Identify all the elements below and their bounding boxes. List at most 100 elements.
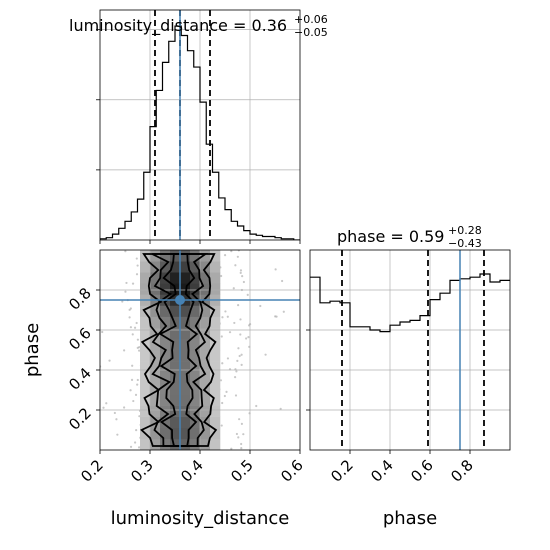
density-cell (190, 261, 201, 273)
scatter-point (128, 308, 131, 311)
density-cell (210, 427, 221, 440)
density-cell (200, 405, 211, 417)
density-cell (180, 272, 191, 284)
density-cell (140, 438, 151, 450)
density-cell (210, 405, 221, 417)
density-cell (210, 383, 221, 395)
density-cell (170, 338, 181, 351)
joint-truth-point (175, 295, 185, 305)
phase-title: phase = 0.59 (337, 227, 444, 246)
marginal-phase-panel: 0.2 0.4 0.6 0.8 phase = 0.59 +0.28 −0.43 ph… (306, 224, 511, 529)
joint-xtick-label: 0.6 (277, 456, 307, 486)
phase-lower-error: −0.43 (448, 237, 482, 250)
scatter-point (101, 330, 104, 334)
scatter-point (234, 264, 237, 267)
scatter-point (128, 316, 131, 319)
scatter-point (226, 357, 230, 360)
density-cell (140, 272, 151, 284)
density-cell (170, 350, 181, 362)
joint-xtick-label: 0.4 (177, 456, 207, 486)
density-cell (180, 416, 191, 429)
scatter-point (133, 326, 137, 329)
density-cell (170, 361, 181, 373)
density-cell (160, 416, 171, 429)
density-cell (200, 305, 211, 317)
scatter-point (240, 447, 243, 450)
scatter-point (136, 383, 139, 386)
density-cell (170, 261, 181, 273)
density-cell (210, 272, 221, 284)
scatter-point (310, 391, 312, 393)
density-cell (150, 372, 161, 384)
scatter-point (281, 279, 284, 283)
scatter-point (237, 436, 240, 439)
scatter-point (240, 422, 243, 425)
scatter-point (237, 304, 240, 307)
density-cell (200, 427, 211, 440)
scatter-point (228, 331, 232, 334)
scatter-point (135, 321, 138, 325)
scatter-point (221, 401, 224, 405)
density-cell (190, 394, 201, 406)
density-cell (180, 383, 191, 395)
density-cell (200, 338, 211, 351)
scatter-point (85, 364, 87, 366)
scatter-point (239, 333, 242, 336)
density-cell (180, 405, 191, 417)
density-cell (180, 361, 191, 373)
density-cell (160, 316, 171, 329)
scatter-point (255, 404, 258, 408)
phase-xtick-label: 0.4 (367, 456, 397, 486)
scatter-point (123, 349, 126, 352)
density-cell (150, 416, 161, 429)
right-panel-xticks: 0.2 0.4 0.6 0.8 (327, 450, 477, 486)
density-cell (210, 283, 221, 295)
scatter-point (237, 347, 240, 350)
scatter-point (224, 310, 227, 313)
density-cell (180, 350, 191, 362)
top-panel-xticks (99, 240, 301, 244)
joint-xtick-label: 0.2 (77, 456, 107, 486)
phase-histogram (310, 273, 510, 333)
scatter-point (136, 378, 139, 382)
density-cell (190, 383, 201, 395)
scatter-point (242, 433, 245, 436)
density-cell (150, 438, 161, 450)
scatter-point (136, 346, 139, 349)
density-cell (150, 405, 161, 417)
density-cell (140, 261, 151, 273)
phase-upper-error: +0.28 (448, 224, 482, 237)
scatter-point (238, 418, 241, 421)
scatter-point (282, 310, 285, 313)
density-cell (180, 372, 191, 384)
density-cell (150, 350, 161, 362)
density-cell (190, 405, 201, 417)
scatter-point (88, 448, 90, 450)
scatter-point (233, 321, 236, 325)
scatter-point (134, 393, 138, 396)
scatter-point (235, 370, 238, 373)
scatter-point (135, 257, 138, 260)
scatter-point (225, 390, 228, 394)
scatter-point (89, 403, 91, 405)
scatter-point (238, 354, 241, 358)
density-cell (160, 305, 171, 317)
density-cell (140, 327, 151, 340)
scatter-point (236, 359, 239, 362)
scatter-point (247, 336, 250, 339)
scatter-point (220, 335, 223, 338)
right-grid (310, 250, 510, 450)
density-cell (160, 361, 171, 373)
density-cell (180, 338, 191, 351)
luminosity-distance-title: luminosity_distance = 0.36 (69, 16, 287, 36)
density-cell (170, 272, 181, 284)
density-cell (150, 327, 161, 340)
scatter-point (236, 255, 239, 258)
scatter-point (138, 349, 141, 352)
luminosity-distance-upper-error: +0.06 (294, 13, 328, 26)
density-cell (190, 283, 201, 295)
scatter-point (279, 407, 282, 411)
scatter-point (247, 324, 251, 327)
density-cell (150, 316, 161, 329)
scatter-point (240, 363, 243, 366)
